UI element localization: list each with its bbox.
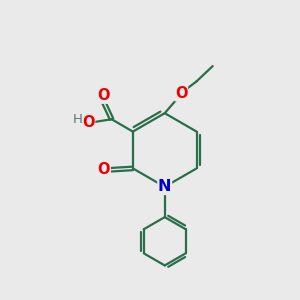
Text: O: O <box>175 86 188 101</box>
Text: O: O <box>98 162 110 177</box>
Text: O: O <box>82 115 94 130</box>
Text: O: O <box>97 88 110 103</box>
Text: N: N <box>158 179 172 194</box>
Text: H: H <box>72 113 82 126</box>
